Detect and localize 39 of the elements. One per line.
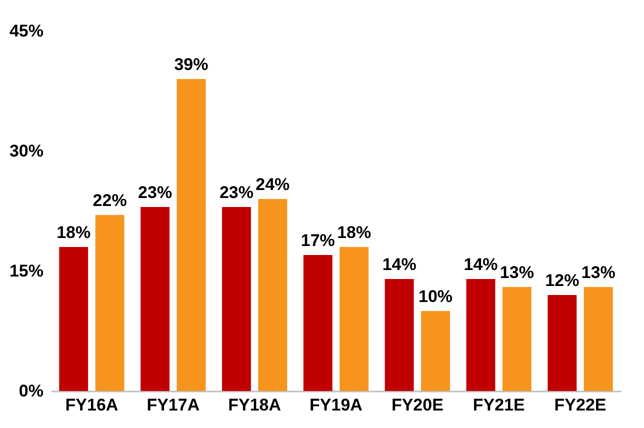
bar <box>95 215 124 391</box>
data-label: 39% <box>174 55 208 74</box>
data-label: 10% <box>418 287 453 306</box>
x-tick-label: FY22E <box>554 396 606 414</box>
y-tick-label: 0% <box>18 382 44 400</box>
data-label: 14% <box>464 255 498 274</box>
bar <box>59 247 88 391</box>
bar <box>340 247 369 391</box>
data-label: 14% <box>382 255 416 274</box>
bar <box>176 79 206 391</box>
bar <box>222 207 251 391</box>
x-tick-label: FY19A <box>310 396 362 414</box>
bar <box>584 287 613 391</box>
bar <box>502 287 532 391</box>
data-label: 18% <box>56 223 91 242</box>
bar <box>466 279 496 391</box>
data-label: 23% <box>138 183 172 202</box>
data-label: 24% <box>256 175 290 194</box>
data-label: 17% <box>300 231 335 250</box>
data-label: 23% <box>219 183 254 202</box>
bar <box>303 255 332 391</box>
x-tick-label: FY16A <box>65 396 118 414</box>
y-tick-label: 15% <box>9 262 44 280</box>
data-label: 13% <box>500 263 534 282</box>
x-tick-label: FY20E <box>391 396 444 414</box>
bar <box>140 207 170 391</box>
bar <box>421 311 450 391</box>
data-label: 12% <box>545 271 580 290</box>
bar <box>548 295 577 391</box>
y-tick-label: 30% <box>9 142 44 160</box>
x-tick-label: FY18A <box>228 396 282 414</box>
x-tick-label: FY21E <box>472 396 525 414</box>
y-tick-label: 45% <box>9 22 44 40</box>
x-tick-label: FY17A <box>146 396 200 414</box>
data-label: 18% <box>337 223 372 242</box>
bar <box>258 199 288 391</box>
data-label: 22% <box>92 191 127 210</box>
bar <box>384 279 414 391</box>
data-label: 13% <box>581 263 616 282</box>
